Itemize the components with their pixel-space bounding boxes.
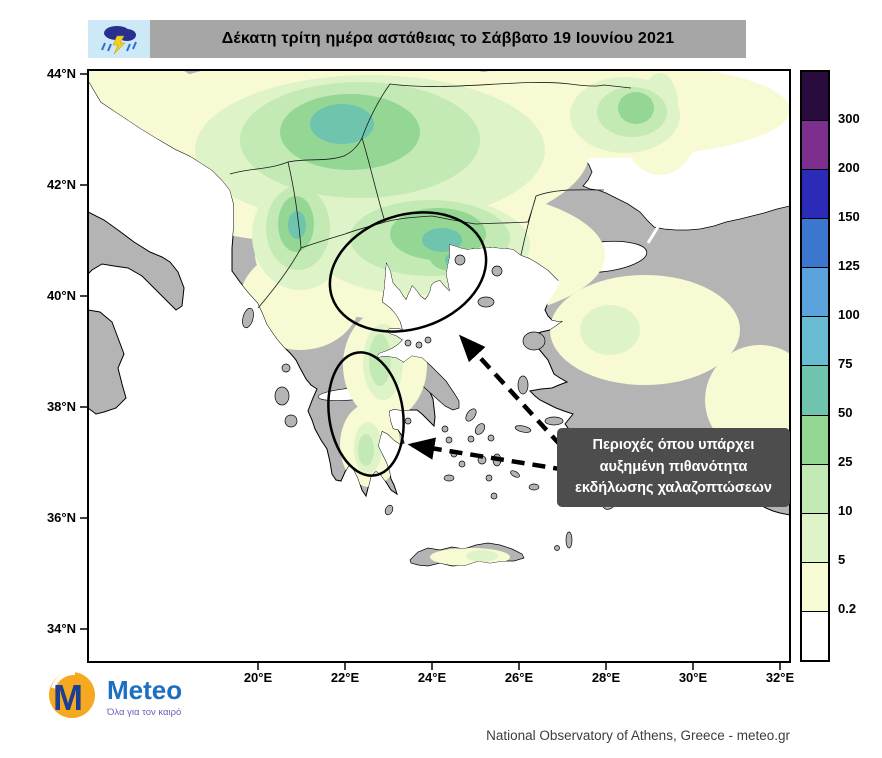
map-frame [87, 69, 791, 663]
lon-ticks [257, 662, 781, 670]
precipitation-field [88, 70, 790, 566]
lat-label: 38°N [46, 399, 76, 414]
colorbar-cell [802, 365, 828, 415]
annotation-line: εκδήλωσης χαλαζοπτώσεων [574, 480, 772, 497]
colorbar-label: 150 [838, 209, 860, 224]
colorbar-label: 0.2 [838, 601, 857, 616]
italy-calabria [88, 309, 127, 415]
lon-label: 24°E [417, 670, 447, 685]
colorbar-cell [802, 72, 828, 121]
storm-icon-box [88, 20, 150, 58]
hail-ellipse-north [328, 211, 488, 333]
lat-label: 44°N [46, 66, 76, 81]
hail-ellipse-central [327, 351, 405, 477]
meteo-logo-icon: M [49, 670, 95, 718]
colorbar-cells [800, 70, 830, 662]
colorbar-label: 75 [838, 356, 853, 371]
lon-label: 30°E [678, 670, 708, 685]
annotation-line: Περιοχές όπου υπάρχει [592, 436, 755, 453]
colorbar-label: 125 [838, 258, 860, 273]
colorbar-cell [802, 463, 828, 513]
country-borders [229, 82, 632, 309]
colorbar-cell [802, 414, 828, 464]
lat-ticks [80, 73, 88, 630]
attribution: National Observatory of Athens, Greece -… [486, 728, 790, 743]
colorbar-label: 100 [838, 307, 860, 322]
colorbar-label: 200 [838, 160, 860, 175]
storm-icon [101, 26, 137, 55]
meteo-logo: M Meteo Όλα για τον καιρό [46, 670, 182, 724]
colorbar-label: 10 [838, 503, 853, 518]
italy-apulia [88, 211, 185, 311]
lat-label: 42°N [46, 177, 76, 192]
colorbar-cell [802, 512, 828, 562]
lon-label: 32°E [765, 670, 795, 685]
colorbar-label: 25 [838, 454, 853, 469]
logo-tagline: Όλα για τον καιρό [107, 706, 182, 718]
colorbar-cell [802, 610, 828, 660]
colorbar-cell [802, 561, 828, 611]
map-title: Δέκατη τρίτη ημέρα αστάθειας το Σάββατο … [150, 20, 746, 58]
lon-label: 28°E [591, 670, 621, 685]
svg-text:M: M [53, 677, 83, 718]
lat-label: 40°N [46, 288, 76, 303]
colorbar-cell [802, 218, 828, 268]
colorbar-label: 300 [838, 111, 860, 126]
colorbar-cell [802, 120, 828, 170]
colorbar-cell [802, 169, 828, 219]
lat-label: 36°N [46, 510, 76, 525]
logo-text: Meteo [107, 674, 183, 705]
lon-label: 22°E [330, 670, 360, 685]
colorbar-label: 5 [838, 552, 846, 567]
annotation-arrow-central [407, 437, 567, 473]
bosphorus-strait [646, 221, 663, 244]
colorbar-cell [802, 316, 828, 366]
lon-label: 26°E [504, 670, 534, 685]
colorbar-label: 50 [838, 405, 853, 420]
lon-label: 20°E [243, 670, 273, 685]
annotation-line: αυξημένη πιθανότητα [599, 458, 748, 475]
annotation-arrow-north [458, 334, 577, 463]
colorbar-cell [802, 267, 828, 317]
hail-annotation-box: Περιοχές όπου υπάρχει αυξημένη πιθανότητ… [557, 428, 790, 507]
lat-label: 34°N [46, 621, 76, 636]
